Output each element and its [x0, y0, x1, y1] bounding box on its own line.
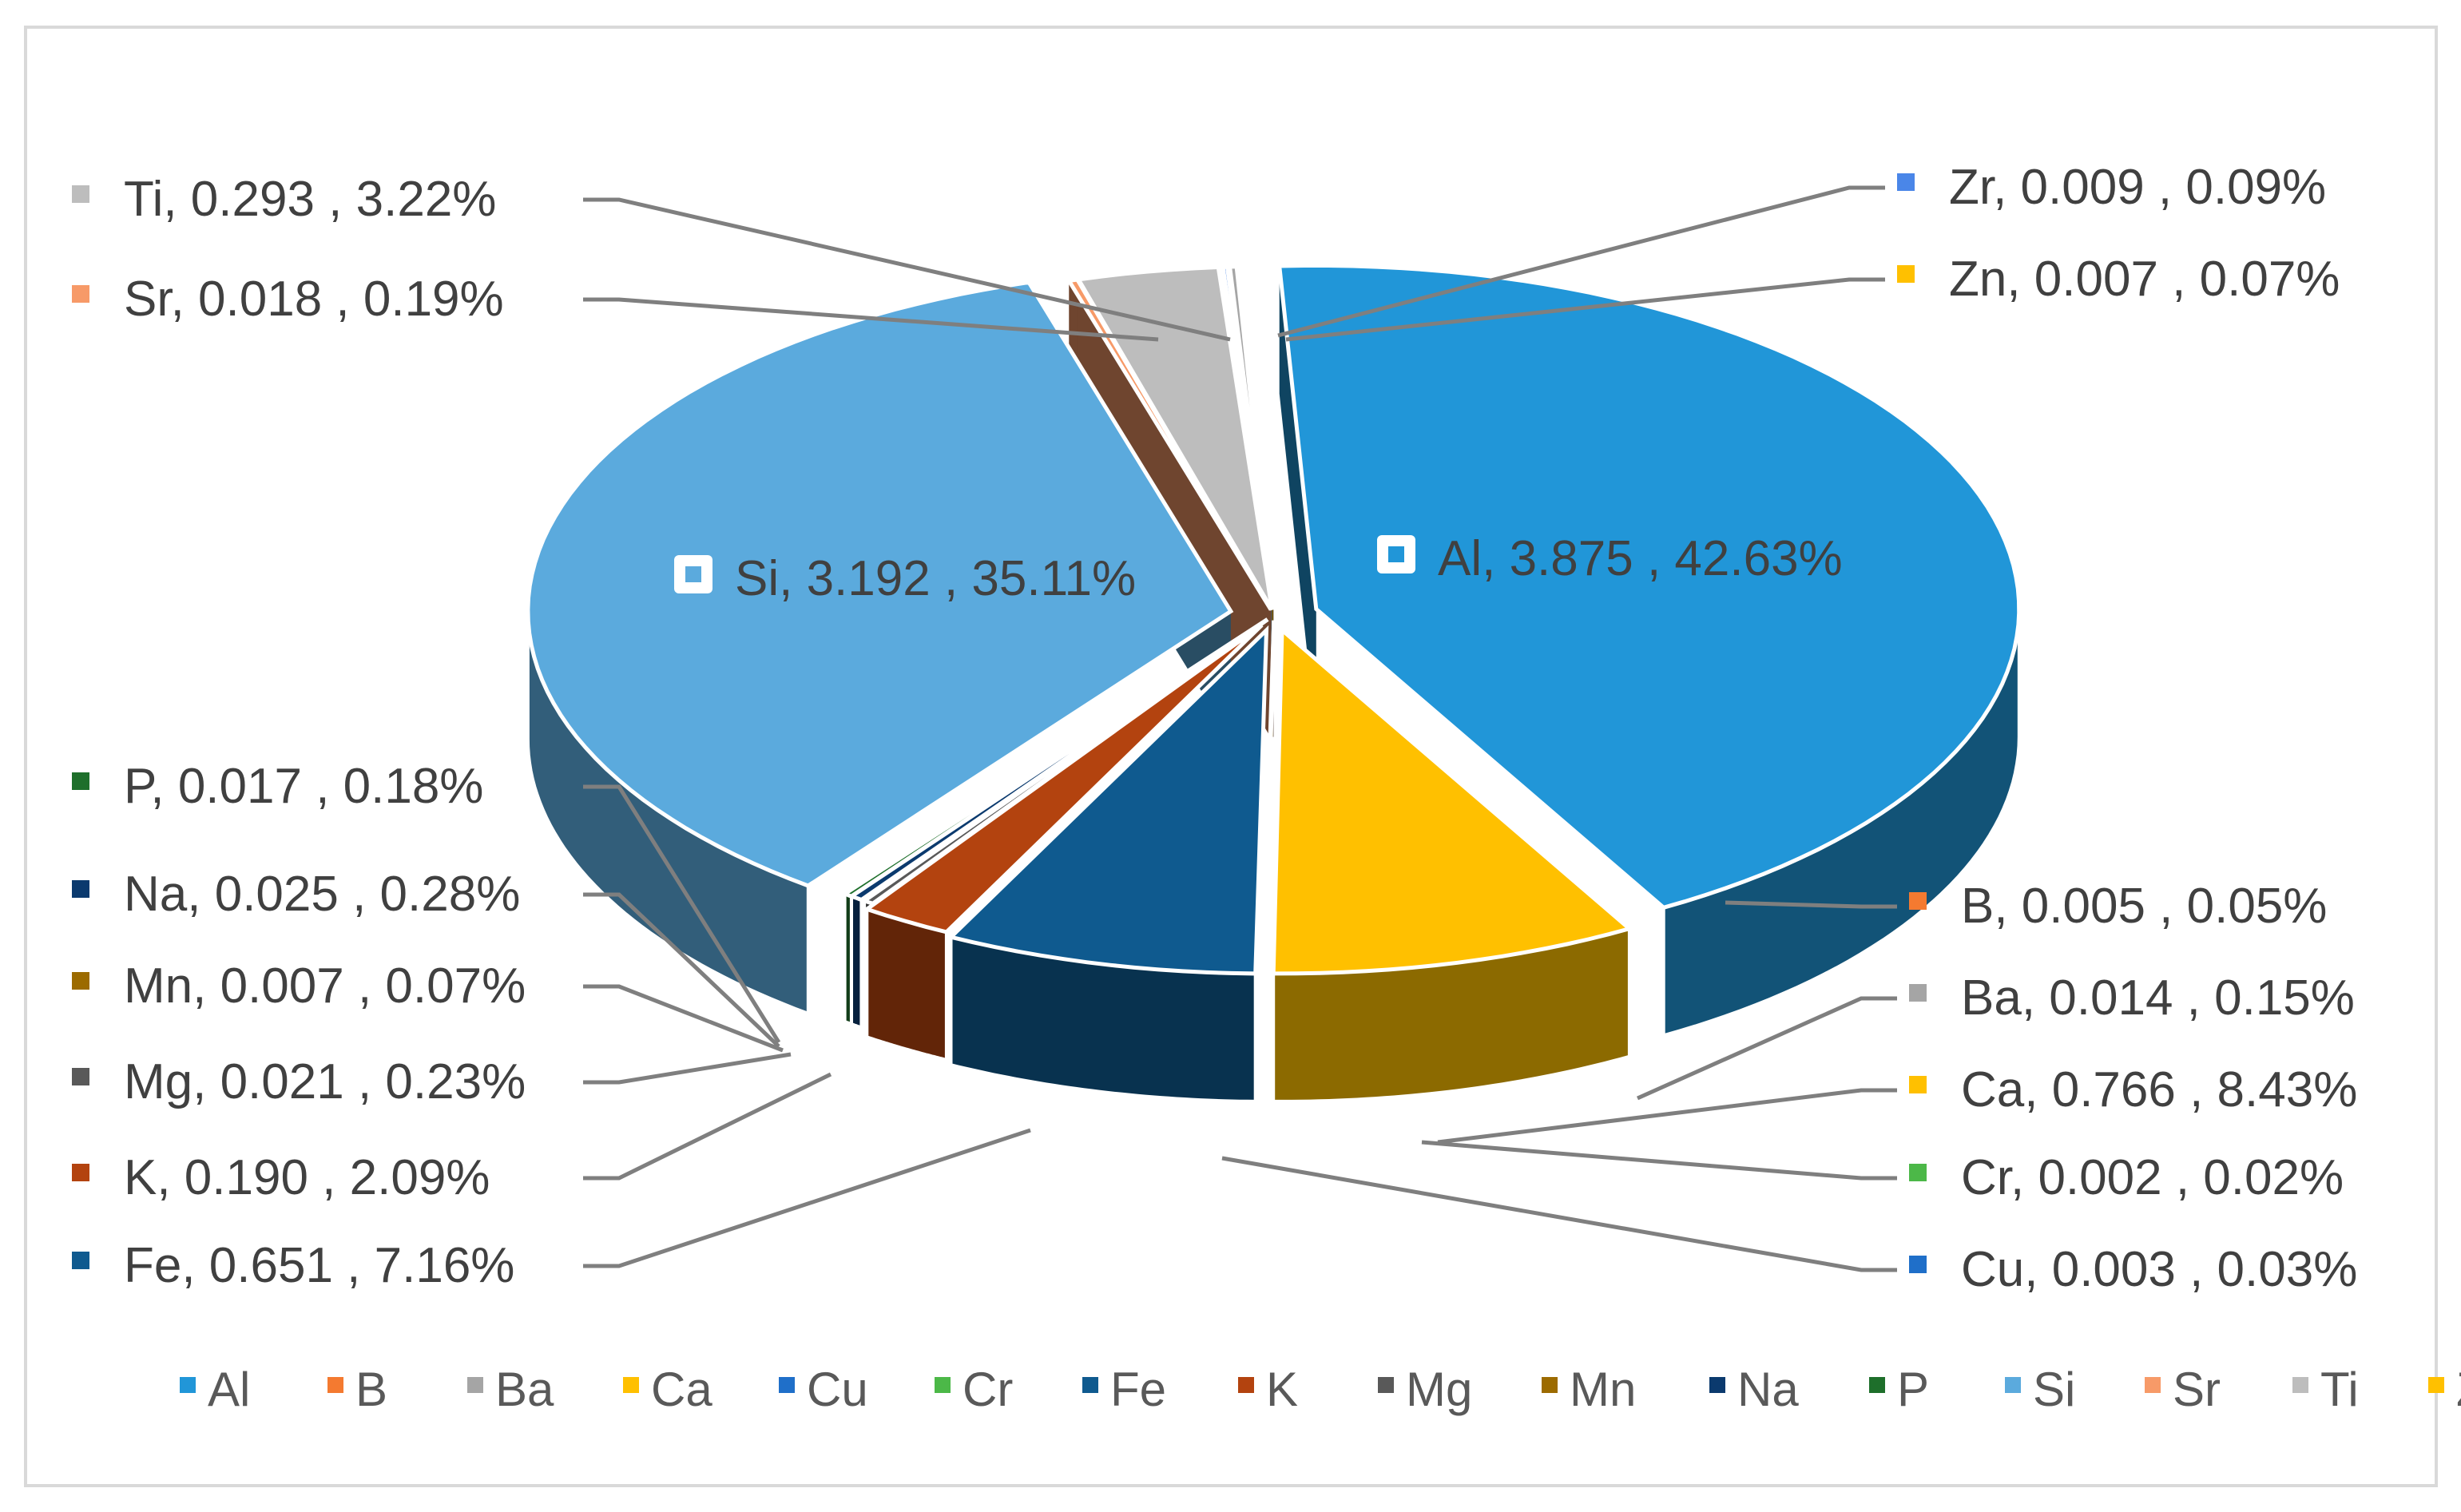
- pie-top-faces: [526, 264, 2022, 976]
- leader-line-ca: [1437, 1088, 1897, 1145]
- slice-p: [840, 617, 1268, 899]
- legend-swatch-si: [2005, 1377, 2021, 1393]
- legend-label-k: K: [1266, 1363, 1298, 1416]
- label-marker-cu: [1909, 1256, 1927, 1273]
- legend-swatch-zn: [2428, 1377, 2444, 1393]
- legend-swatch-cr: [935, 1377, 951, 1393]
- leader-line-ba: [1636, 996, 1897, 1101]
- legend-swatch-k: [1238, 1377, 1254, 1393]
- leader-line-cu: [1221, 1156, 1897, 1272]
- legend-swatch-cu: [779, 1377, 795, 1393]
- legend-swatch-ba: [467, 1377, 483, 1393]
- legend-swatch-al: [180, 1377, 196, 1393]
- label-marker-k: [72, 1164, 89, 1181]
- data-label-ti: Ti, 0.293 , 3.22%: [124, 172, 496, 227]
- legend-swatch-fe: [1082, 1377, 1098, 1393]
- leader-line-k: [583, 1072, 832, 1181]
- slice-side-k: [865, 907, 948, 1062]
- leader-line-sr: [583, 297, 1159, 342]
- label-marker-ca: [1909, 1076, 1927, 1093]
- legend-label-sr: Sr: [2173, 1363, 2221, 1416]
- data-label-mn: Mn, 0.007 , 0.07%: [124, 958, 526, 1014]
- legend-swatch-sr: [2145, 1377, 2161, 1393]
- data-labels: Ti, 0.293 , 3.22% Sr, 0.018 , 0.19% Zr, 0.…: [72, 160, 2357, 1297]
- label-marker-p: [72, 772, 89, 790]
- legend-label-ba: Ba: [495, 1363, 554, 1416]
- legend-swatch-mg: [1378, 1377, 1394, 1393]
- leader-line-fe: [583, 1128, 1031, 1268]
- data-label-cr: Cr, 0.002 , 0.02%: [1961, 1150, 2344, 1205]
- legend-label-mn: Mn: [1570, 1363, 1636, 1416]
- legend-swatch-p: [1869, 1377, 1885, 1393]
- legend: AlBBaCaCuCrFeKMgMnNaPSiSrTiZnZr: [180, 1363, 2461, 1416]
- label-marker-zn: [1897, 265, 1915, 283]
- legend-label-ca: Ca: [651, 1363, 712, 1416]
- label-marker-ba: [1909, 984, 1927, 1002]
- label-marker-mg: [72, 1068, 89, 1085]
- leader-line-mn: [583, 984, 784, 1053]
- legend-label-p: P: [1897, 1363, 1929, 1416]
- leader-line-zr: [1277, 185, 1885, 338]
- legend-swatch-b: [327, 1377, 343, 1393]
- leader-line-mg: [583, 1052, 792, 1085]
- data-label-b: B, 0.005 , 0.05%: [1961, 879, 2327, 934]
- label-marker-zr: [1897, 173, 1915, 191]
- slice-ti: [1075, 264, 1274, 611]
- label-marker-si: [685, 566, 701, 582]
- legend-label-b: B: [355, 1363, 387, 1416]
- leader-line-b: [1725, 900, 1897, 909]
- slice-cut-al: [1279, 266, 1316, 737]
- data-label-na: Na, 0.025 , 0.28%: [124, 867, 520, 922]
- label-marker-fe: [72, 1252, 89, 1269]
- data-label-ca: Ca, 0.766 , 8.43%: [1961, 1062, 2357, 1117]
- slice-si: [526, 280, 1234, 888]
- slice-side-cr: [1262, 962, 1268, 1093]
- label-marker-ti: [72, 185, 89, 203]
- legend-label-mg: Mg: [1406, 1363, 1472, 1416]
- legend-label-cr: Cr: [963, 1363, 1013, 1416]
- data-label-zr: Zr, 0.009 , 0.09%: [1949, 160, 2326, 215]
- label-marker-sr: [72, 285, 89, 303]
- legend-swatch-mn: [1542, 1377, 1558, 1393]
- label-marker-cr: [1909, 1164, 1927, 1181]
- legend-label-cu: Cu: [807, 1363, 868, 1416]
- legend-label-si: Si: [2033, 1363, 2075, 1416]
- legend-swatch-ti: [2292, 1377, 2308, 1393]
- data-label-mg: Mg, 0.021 , 0.23%: [124, 1054, 526, 1109]
- slice-k: [862, 623, 1264, 935]
- legend-label-al: Al: [208, 1363, 250, 1416]
- data-label-sr: Sr, 0.018 , 0.19%: [124, 272, 504, 327]
- data-label-si: Si, 3.192 , 35.11%: [735, 551, 1136, 606]
- data-label-zn: Zn, 0.007 , 0.07%: [1949, 252, 2340, 307]
- label-marker-na: [72, 880, 89, 898]
- legend-label-ti: Ti: [2320, 1363, 2359, 1416]
- slice-cu: [1260, 620, 1276, 966]
- leader-lines: [583, 185, 1897, 1272]
- slice-ba: [1227, 264, 1276, 610]
- data-label-p: P, 0.017 , 0.18%: [124, 759, 483, 814]
- leader-line-na: [583, 892, 780, 1048]
- legend-label-na: Na: [1737, 1363, 1799, 1416]
- slice-al: [1276, 264, 2022, 911]
- legend-label-fe: Fe: [1110, 1363, 1166, 1416]
- data-label-ba: Ba, 0.014 , 0.15%: [1961, 970, 2355, 1026]
- data-label-fe: Fe, 0.651 , 7.16%: [124, 1238, 514, 1293]
- label-marker-al: [1388, 546, 1404, 562]
- legend-swatch-ca: [623, 1377, 639, 1393]
- legend-label-zn: Zn: [2456, 1363, 2461, 1416]
- data-label-al: Al, 3.875 , 42.63%: [1438, 531, 1843, 586]
- leader-line-p: [583, 784, 781, 1044]
- leader-line-zn: [1285, 277, 1885, 342]
- data-label-cu: Cu, 0.003 , 0.03%: [1961, 1242, 2357, 1297]
- leader-line-cr: [1421, 1140, 1897, 1181]
- label-marker-mn: [72, 972, 89, 990]
- slice-ca: [1271, 625, 1634, 976]
- label-marker-b: [1909, 892, 1927, 910]
- slice-fe: [947, 625, 1269, 976]
- legend-swatch-na: [1709, 1377, 1725, 1393]
- leader-line-ti: [583, 197, 1231, 342]
- data-label-k: K, 0.190 , 2.09%: [124, 1150, 490, 1205]
